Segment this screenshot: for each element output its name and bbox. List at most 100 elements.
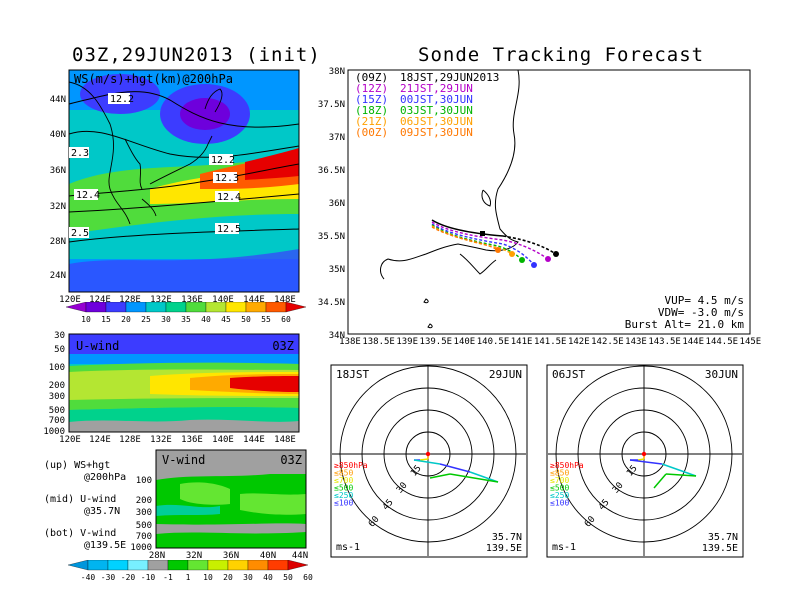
wind-colorbar-cell (207, 560, 229, 571)
track-lat-tick: 34N (329, 331, 345, 341)
wind-colorbar-cell (127, 560, 149, 571)
ws-lat-tick: 32N (50, 202, 66, 212)
vwind-field (156, 450, 306, 548)
legend-notes: (up) WS+hgt @200hPa (mid) U-wind @35.7N (b… (44, 460, 154, 552)
hodograph-level-legend: ≤850 (334, 469, 353, 478)
contour-label-2: 2.3 (71, 148, 89, 159)
track-lat-tick: 37N (329, 133, 345, 143)
vwind-lat-tick: 40N (260, 551, 276, 560)
hodograph-trace-segment (629, 459, 663, 465)
ws-lat-tick: 44N (50, 95, 66, 105)
uwind-lon-tick: 132E (150, 435, 172, 444)
vwind-lat-tick: 36N (223, 551, 239, 560)
hodograph-loc-lat: 35.7N (492, 532, 522, 543)
contour-label-3: 12.2 (211, 155, 235, 166)
legend-note-bot: (bot) V-wind @139.5E (44, 528, 127, 551)
wind-colorbar-label: -30 (101, 573, 116, 582)
uwind-panel: U-wind 03Z 30 50 100 200 300 500 700 100… (43, 331, 300, 444)
ws-colorbar-cell (145, 302, 167, 313)
left-title: 03Z,29JUN2013 (init) (72, 44, 321, 66)
ws-colorbar-cell (65, 302, 87, 313)
track-lon-tick: 138E (339, 337, 361, 346)
vwind-label: V-wind (162, 453, 205, 467)
wind-colorbar-cell (287, 560, 309, 571)
wind-colorbar-label: 50 (283, 573, 293, 582)
ws-colorbar-label: 55 (261, 315, 271, 324)
legend-note-up: (up) WS+hgt @200hPa (44, 460, 127, 483)
hodograph-loc-lat: 35.7N (708, 532, 738, 543)
ws-map-panel: WS(m/s)+hgt(km)@200hPa 12.2 2.3 12.2 12.… (50, 69, 300, 305)
wind-colorbar-label: 60 (303, 573, 313, 582)
vwind-p-tick: 200 (136, 496, 152, 506)
ws-colorbar-cell (125, 302, 147, 313)
vwind-p-tick: 100 (136, 476, 152, 486)
track-lon-tick: 144E (682, 337, 704, 346)
uwind-lon-tick: 140E (212, 435, 234, 444)
ws-colorbar-cell (225, 302, 247, 313)
hodograph-origin (425, 451, 431, 457)
ws-colorbar-cell (285, 302, 307, 313)
wind-colorbar-cell (67, 560, 89, 571)
ws-lon-tick: 140E (212, 295, 234, 305)
track-lon-tick: 142E (568, 337, 590, 346)
ws-colorbar-cell (165, 302, 187, 313)
hodograph-trace-segment (429, 473, 451, 479)
param-vup: VUP= 4.5 m/s (665, 294, 744, 307)
ws-colorbar-label: 45 (221, 315, 231, 324)
hodograph-time: 18JST (336, 368, 369, 381)
uwind-lon-tick: 124E (89, 435, 111, 444)
uwind-lon-tick: 136E (181, 435, 203, 444)
run-legend-run: (12Z) (355, 82, 388, 95)
hodograph-loc-lon: 139.5E (702, 543, 738, 554)
ws-colorbar-label: 15 (101, 315, 111, 324)
track-lon-tick: 142.5E (591, 337, 624, 346)
ws-map-frame (68, 69, 300, 293)
ws-lon-tick: 132E (150, 295, 172, 305)
run-legend-run: (18Z) (355, 104, 388, 117)
ws-colorbar-label: 30 (161, 315, 171, 324)
ws-field (69, 70, 299, 292)
vwind-lat-tick: 28N (149, 551, 165, 560)
uwind-p-tick: 50 (54, 345, 65, 355)
ws-colorbar-cell (265, 302, 287, 313)
hodograph-trace-segment (661, 463, 697, 477)
run-legend: (09Z) 18JST,29JUN2013 (12Z) 21JST,29JUN (15Z… (355, 71, 499, 139)
contour-label-1: 12.2 (110, 94, 134, 105)
wind-colorbar-cell (187, 560, 209, 571)
ws-lon-tick: 148E (274, 295, 296, 305)
track-lat-tick: 35.5N (318, 232, 345, 242)
run-legend-label: 00JST,30JUN (400, 93, 473, 106)
hodograph-level-legend: ≤700 (550, 476, 569, 485)
vwind-lat-tick: 32N (186, 551, 202, 560)
ws-colorbar-cell (245, 302, 267, 313)
track-coastline (380, 69, 520, 329)
uwind-p-tick: 200 (49, 381, 65, 391)
wind-colorbar-label: 40 (263, 573, 273, 582)
legend-note-mid: (mid) U-wind @35.7N (44, 494, 121, 517)
hodograph-level-legend: ≤500 (334, 484, 353, 493)
ws-lon-tick: 124E (89, 295, 111, 305)
vwind-p-tick: 300 (136, 508, 152, 518)
vwind-panel: V-wind 03Z 100 200 300 500 700 1000 28N … (130, 449, 308, 560)
hodograph-trace-segment (665, 473, 697, 477)
wind-colorbar-label: 20 (223, 573, 233, 582)
wind-colorbar-label: -1 (163, 573, 173, 582)
track-lon-tick: 140.5E (477, 337, 510, 346)
hodograph-time: 06JST (552, 368, 585, 381)
track-lon-tick: 140E (454, 337, 476, 346)
track-map-frame (347, 69, 751, 335)
wind-colorbar-label: 30 (243, 573, 253, 582)
hodograph-trace-segment (653, 473, 667, 489)
vwind-p-tick: 500 (136, 521, 152, 531)
run-legend-label: 18JST,29JUN2013 (400, 71, 499, 84)
hodograph-loc-lon: 139.5E (486, 543, 522, 554)
uwind-lon-tick: 128E (119, 435, 141, 444)
track-lon-tick: 138.5E (362, 337, 395, 346)
hodograph-level-legend: ≤250 (334, 491, 353, 500)
ws-lon-tick: 144E (243, 295, 265, 305)
track-lat-tick: 35N (329, 265, 345, 275)
hodograph-date: 29JUN (489, 368, 522, 381)
hodograph-frame (546, 364, 744, 558)
ws-colorbar-label: 35 (181, 315, 191, 324)
